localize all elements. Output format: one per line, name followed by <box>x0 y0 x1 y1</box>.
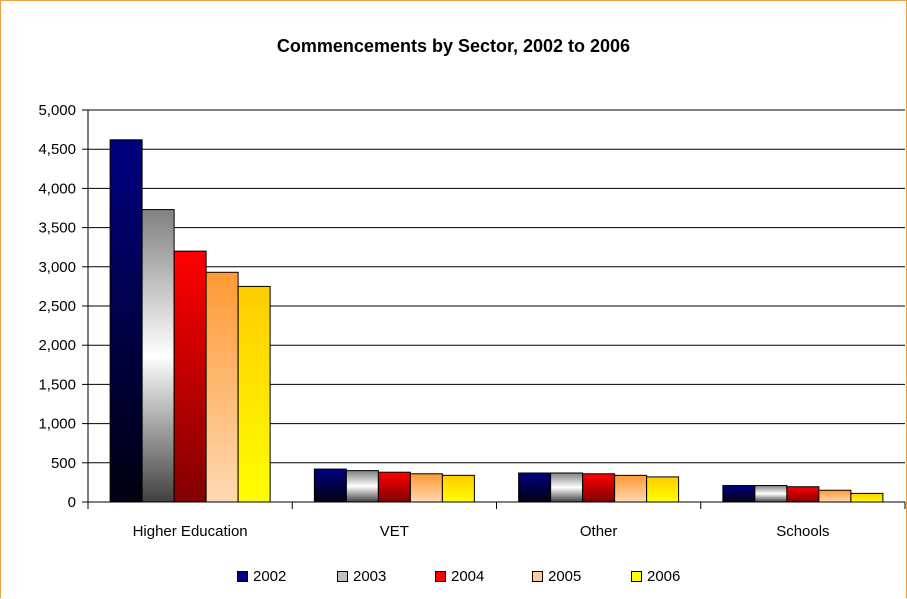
legend-label: 2003 <box>353 568 387 585</box>
x-tick-label: Other <box>580 523 618 540</box>
legend-swatch <box>631 571 642 582</box>
x-tick-labels: Higher Education VET Other Schools <box>133 523 830 540</box>
y-tick-label: 2,500 <box>38 298 76 315</box>
legend-label: 2002 <box>253 568 287 585</box>
bar-2005-0 <box>205 271 239 503</box>
bar-2003-3 <box>754 485 788 503</box>
bar-2004-2 <box>582 473 616 503</box>
legend-item-2004: 2004 <box>435 568 484 585</box>
x-tick-label: Higher Education <box>133 523 248 540</box>
y-tick-label: 0 <box>68 494 76 511</box>
bar-2003-0 <box>141 209 175 503</box>
x-tick-label: Schools <box>776 523 829 540</box>
y-tick-label: 4,000 <box>38 180 76 197</box>
legend-swatch <box>237 571 248 582</box>
y-tick-label: 4,500 <box>38 141 76 158</box>
bar-2002-2 <box>518 472 552 503</box>
x-tick-label: VET <box>380 523 409 540</box>
y-tick-label: 2,000 <box>38 337 76 354</box>
legend-item-2005: 2005 <box>532 568 581 585</box>
axes <box>87 110 906 509</box>
legend: 2002 2003 2004 2005 2006 <box>0 568 907 592</box>
legend-label: 2006 <box>647 568 681 585</box>
bar-2005-2 <box>614 474 648 503</box>
legend-label: 2004 <box>451 568 485 585</box>
bar-2004-3 <box>786 486 820 503</box>
y-tick-label: 500 <box>51 455 76 472</box>
bars <box>109 139 884 503</box>
bar-2002-1 <box>313 468 347 503</box>
y-tick-label: 5,000 <box>38 102 76 119</box>
legend-item-2006: 2006 <box>631 568 680 585</box>
bar-2006-1 <box>441 474 475 503</box>
bar-2005-1 <box>409 473 443 503</box>
bar-2005-3 <box>818 489 852 503</box>
bar-2006-2 <box>646 476 680 503</box>
legend-swatch <box>337 571 348 582</box>
bar-2003-2 <box>550 472 584 503</box>
y-tick-label: 1,500 <box>38 376 76 393</box>
bar-2006-0 <box>237 285 271 503</box>
bar-2004-0 <box>173 250 207 503</box>
y-tick-label: 3,500 <box>38 220 76 237</box>
chart-title: Commencements by Sector, 2002 to 2006 <box>276 36 631 56</box>
bar-2002-0 <box>109 139 143 503</box>
legend-swatch <box>532 571 543 582</box>
legend-label: 2005 <box>548 568 582 585</box>
legend-item-2003: 2003 <box>337 568 386 585</box>
legend-item-2002: 2002 <box>237 568 286 585</box>
legend-swatch <box>435 571 446 582</box>
y-tick-label: 3,000 <box>38 259 76 276</box>
bar-2002-3 <box>722 485 756 503</box>
y-tick-label: 1,000 <box>38 416 76 433</box>
bar-2004-1 <box>377 471 411 503</box>
y-tick-labels: 0 500 1,000 1,500 2,000 2,500 3,000 3,500 4,000 4… <box>38 102 76 511</box>
bar-2003-1 <box>345 470 379 503</box>
bar-2006-3 <box>850 492 884 503</box>
